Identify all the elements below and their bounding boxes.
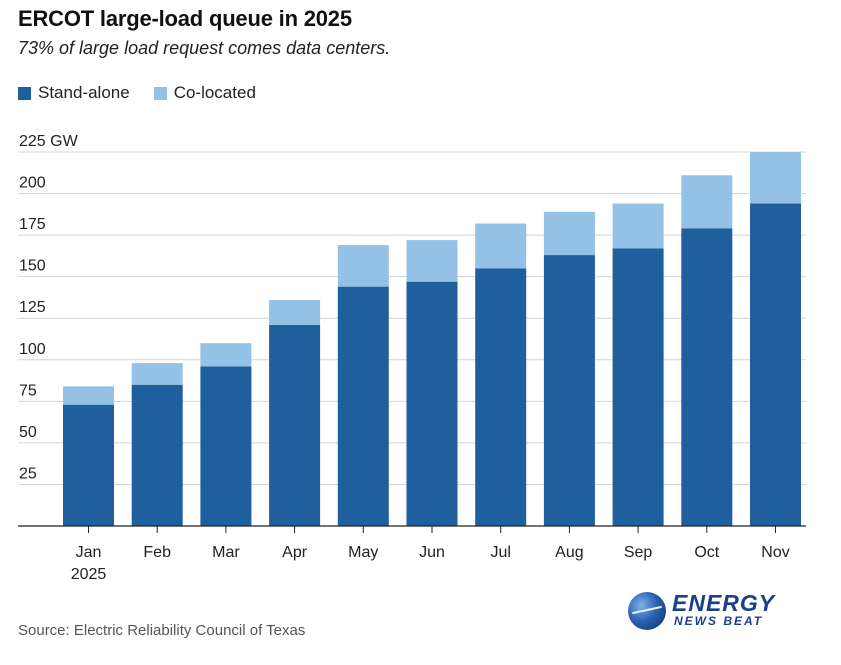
energy-news-beat-logo: ENERGY NEWS BEAT bbox=[628, 590, 788, 634]
legend-item-co-located: Co-located bbox=[153, 83, 256, 103]
bar-stand-alone-mar bbox=[200, 366, 252, 526]
bar-co-located-sep bbox=[612, 203, 664, 249]
y-tick-label-25: 25 bbox=[19, 465, 37, 482]
globe-icon bbox=[628, 592, 666, 630]
bar-stand-alone-jun bbox=[406, 281, 458, 526]
x-tick-label-apr: Apr bbox=[282, 544, 308, 561]
x-tick-label-aug: Aug bbox=[555, 544, 583, 561]
bar-co-located-jul bbox=[475, 223, 527, 269]
bar-co-located-may bbox=[337, 245, 389, 287]
y-tick-label-150: 150 bbox=[19, 258, 46, 275]
x-tick-label-feb: Feb bbox=[143, 544, 171, 561]
bar-stand-alone-apr bbox=[269, 324, 321, 526]
bar-co-located-feb bbox=[131, 363, 183, 385]
bar-co-located-oct bbox=[681, 175, 733, 229]
bar-co-located-mar bbox=[200, 343, 252, 367]
source-note: Source: Electric Reliability Council of … bbox=[18, 622, 306, 639]
y-tick-label-125: 125 bbox=[19, 299, 46, 316]
legend: Stand-alone Co-located bbox=[18, 83, 280, 103]
bar-stand-alone-jul bbox=[475, 268, 527, 526]
x-tick-label-jun: Jun bbox=[419, 544, 445, 561]
bar-stand-alone-may bbox=[337, 286, 389, 526]
legend-item-stand-alone: Stand-alone bbox=[18, 83, 130, 103]
legend-label-co-located: Co-located bbox=[173, 83, 256, 102]
logo-line2: NEWS BEAT bbox=[674, 614, 764, 628]
legend-swatch-co-located bbox=[153, 86, 167, 100]
y-tick-label-100: 100 bbox=[19, 341, 46, 358]
x-tick-label-jul: Jul bbox=[490, 544, 510, 561]
y-tick-label-175: 175 bbox=[19, 216, 46, 233]
bar-co-located-nov bbox=[750, 152, 801, 204]
y-axis-tick-labels: 25 50 75 100 125 150 175 200 225 GW bbox=[19, 133, 79, 482]
bar-stand-alone-nov bbox=[750, 203, 801, 527]
chart-subtitle: 73% of large load request comes data cen… bbox=[18, 38, 391, 58]
bar-co-located-apr bbox=[269, 299, 321, 325]
x-tick-label-sep: Sep bbox=[624, 544, 653, 561]
bar-stand-alone-feb bbox=[131, 384, 183, 526]
bar-stand-alone-sep bbox=[612, 248, 664, 527]
bars bbox=[63, 152, 801, 527]
x-tick-label-mar: Mar bbox=[212, 544, 240, 561]
x-axis-tick-labels: Jan 2025 Feb Mar Apr May Jun Jul Aug Sep Oct Nov bbox=[71, 526, 790, 583]
x-tick-sublabel-jan: 2025 bbox=[71, 566, 107, 583]
x-tick-label-jan: Jan bbox=[76, 544, 102, 561]
chart-title: ERCOT large-load queue in 2025 bbox=[18, 6, 352, 31]
x-tick-label-oct: Oct bbox=[694, 544, 719, 561]
y-tick-label-75: 75 bbox=[19, 382, 37, 399]
bar-stand-alone-aug bbox=[543, 255, 595, 526]
bar-chart: 25 50 75 100 125 150 175 200 225 GW Jan 2025 Feb Ma… bbox=[18, 133, 806, 583]
x-tick-label-nov: Nov bbox=[761, 544, 789, 561]
bar-co-located-jan bbox=[63, 386, 114, 405]
legend-label-stand-alone: Stand-alone bbox=[38, 83, 130, 102]
logo-line1: ENERGY bbox=[672, 590, 776, 616]
y-tick-label-200: 200 bbox=[19, 175, 46, 192]
x-tick-label-may: May bbox=[348, 544, 378, 561]
y-tick-label-225: 225 GW bbox=[19, 133, 79, 150]
y-tick-label-50: 50 bbox=[19, 424, 37, 441]
bar-co-located-aug bbox=[543, 211, 595, 256]
bar-co-located-jun bbox=[406, 240, 458, 282]
legend-swatch-stand-alone bbox=[18, 86, 31, 100]
bar-stand-alone-oct bbox=[681, 228, 733, 526]
bar-stand-alone-jan bbox=[63, 404, 114, 526]
